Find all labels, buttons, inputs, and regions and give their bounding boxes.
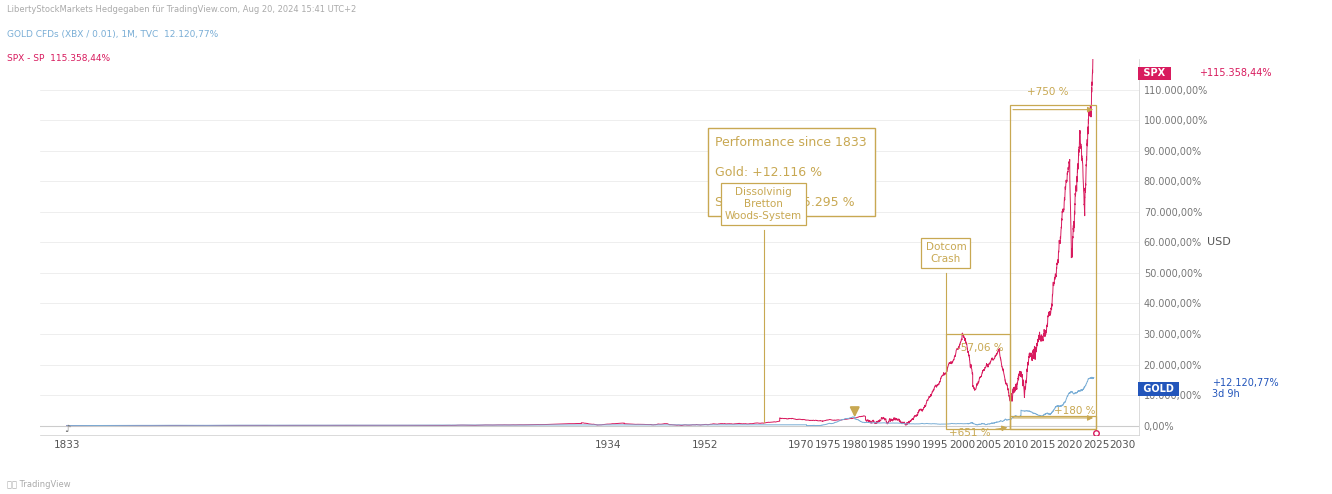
Text: LibertyStockMarkets Hedgegaben für TradingView.com, Aug 20, 2024 15:41 UTC+2: LibertyStockMarkets Hedgegaben für Tradi… [7,5,356,14]
Text: +750 %: +750 % [1027,87,1068,97]
Text: GOLD: GOLD [1140,383,1177,394]
Text: ⓉⓋ TradingView: ⓉⓋ TradingView [7,480,71,489]
Text: SPX - SP  115.358,44%: SPX - SP 115.358,44% [7,54,109,63]
Text: +115.358,44%: +115.358,44% [1199,69,1271,79]
Bar [946,334,1010,429]
Text: GOLD CFDs (XBX / 0.01), 1M, TVC  12.120,77%: GOLD CFDs (XBX / 0.01), 1M, TVC 12.120,7… [7,30,218,39]
Text: SPX: SPX [1140,69,1168,79]
Bar [1010,416,1096,429]
Text: ♪: ♪ [64,424,69,434]
Bar [1010,105,1096,429]
Text: -57,06 %: -57,06 % [956,343,1003,353]
Text: Dotcom
Crash: Dotcom Crash [926,243,966,264]
Y-axis label: USD: USD [1207,237,1231,247]
Text: +651 %: +651 % [948,426,1006,438]
Text: +180 %: +180 % [1054,406,1095,416]
Text: Performance since 1833

Gold: +12.116 %

S&P 500: +115.295 %: Performance since 1833 Gold: +12.116 % S… [715,135,867,208]
Text: +12.120,77%
3d 9h: +12.120,77% 3d 9h [1212,378,1279,399]
Text: Dissolvinig
Bretton
Woods-System: Dissolvinig Bretton Woods-System [725,188,802,221]
